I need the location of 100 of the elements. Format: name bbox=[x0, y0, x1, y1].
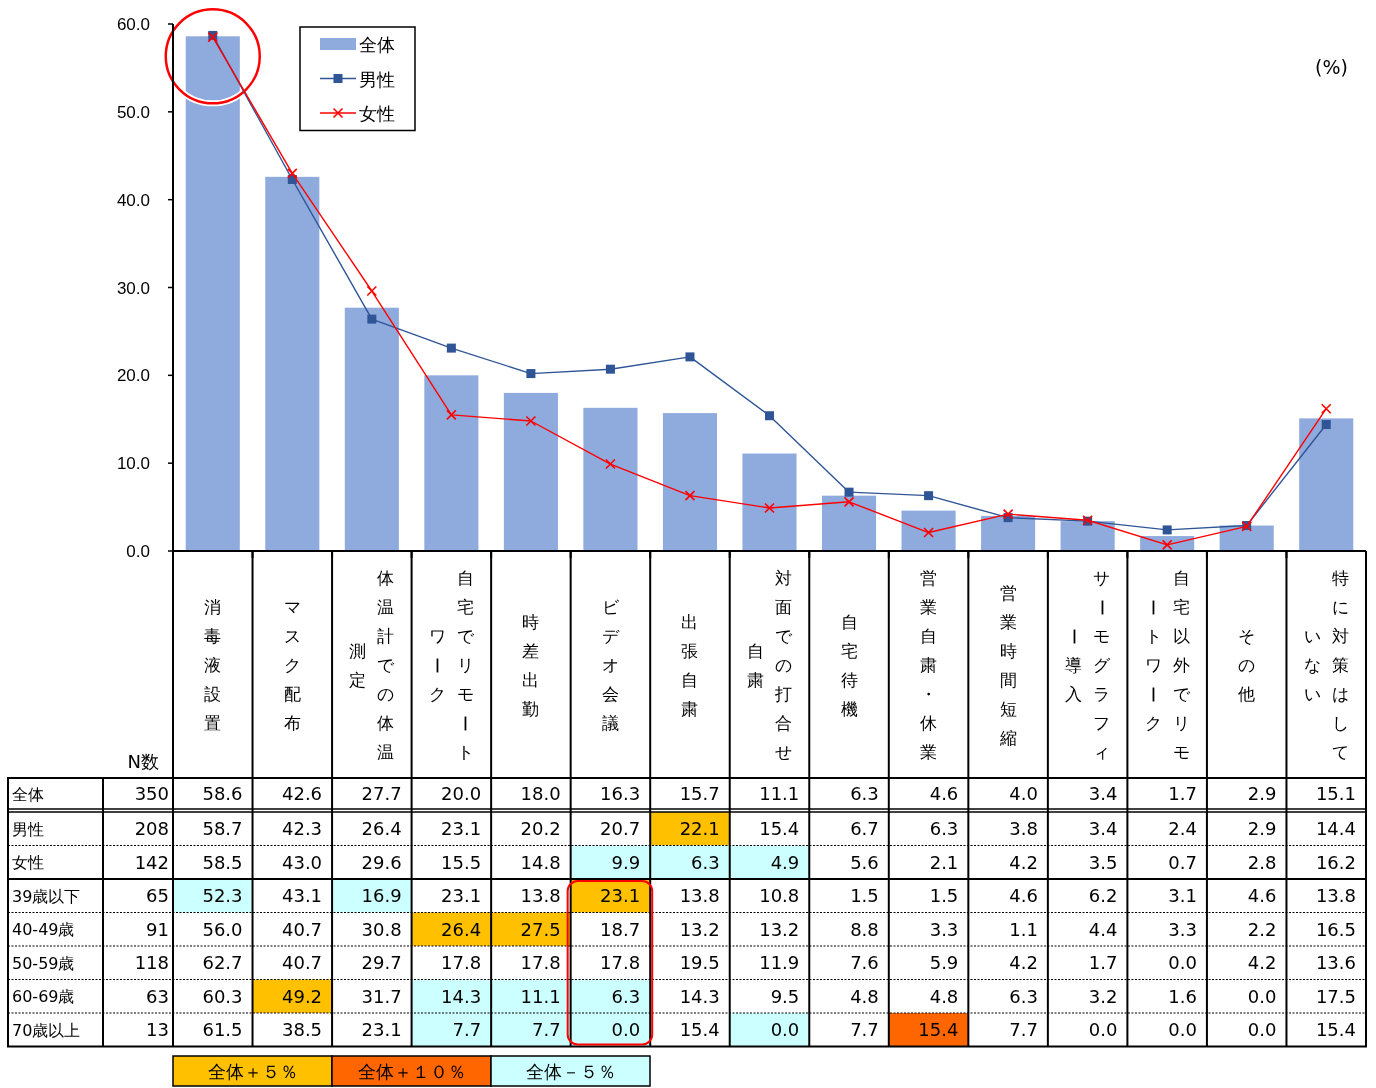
data-label: 14.8 bbox=[520, 851, 561, 873]
y-tick-label: 60-69歳 bbox=[12, 987, 75, 1007]
data-label: 18.0 bbox=[520, 783, 561, 804]
legend-label: 全体 bbox=[359, 34, 395, 55]
data-label: 3.4 bbox=[1088, 818, 1118, 840]
data-label: 8.8 bbox=[850, 918, 879, 940]
data-label: 20.2 bbox=[520, 818, 561, 840]
data-label: 40.7 bbox=[281, 918, 323, 940]
data-label: 0.7 bbox=[1168, 851, 1197, 873]
data-label: 27.5 bbox=[520, 918, 561, 940]
data-label: 14.3 bbox=[441, 985, 482, 1007]
data-label: 11.1 bbox=[520, 985, 561, 1007]
x-tick-label: 出張自粛 bbox=[681, 611, 699, 719]
x-tick-label: 自宅待機 bbox=[840, 611, 858, 719]
data-label: 26.4 bbox=[441, 918, 482, 940]
y-tick-label: 20.0 bbox=[116, 366, 150, 386]
y2-tick-label: 65 bbox=[146, 885, 169, 907]
data-label: 23.1 bbox=[361, 1019, 402, 1041]
data-label: 20.0 bbox=[441, 783, 482, 804]
data-label: 3.2 bbox=[1088, 985, 1118, 1007]
data-label: 1.5 bbox=[850, 885, 879, 907]
data-label: 4.4 bbox=[1088, 918, 1118, 940]
data-label: 4.2 bbox=[1247, 952, 1277, 974]
data-label: 7.7 bbox=[532, 1019, 561, 1041]
data-label: 42.3 bbox=[281, 818, 323, 840]
data-label: 0.0 bbox=[611, 1019, 641, 1041]
data-label: 6.3 bbox=[929, 818, 959, 840]
data-label: 43.1 bbox=[281, 885, 323, 907]
data-label: 4.8 bbox=[929, 985, 959, 1007]
data-label: 15.1 bbox=[1315, 783, 1356, 804]
data-label: 0.0 bbox=[1168, 1019, 1197, 1041]
data-label: 30.8 bbox=[361, 918, 402, 940]
data-label: 17.8 bbox=[600, 952, 641, 974]
data-label: 11.9 bbox=[759, 952, 800, 974]
data-label: 6.3 bbox=[611, 985, 641, 1007]
data-label: 49.2 bbox=[281, 985, 323, 1007]
data-label: 13.8 bbox=[1315, 885, 1356, 907]
data-label: 11.1 bbox=[759, 783, 800, 804]
data-label: 13.2 bbox=[759, 918, 800, 940]
data-label: 7.7 bbox=[850, 1019, 879, 1041]
data-label: 2.4 bbox=[1168, 818, 1197, 840]
data-label: 2.8 bbox=[1247, 851, 1277, 873]
data-label: 7.7 bbox=[452, 1019, 482, 1041]
legend-label: 女性 bbox=[359, 103, 395, 124]
data-label: 2.1 bbox=[929, 851, 959, 873]
data-label: 3.1 bbox=[1168, 885, 1197, 907]
data-label: 2.2 bbox=[1247, 918, 1277, 940]
text: 全体＋１０％ bbox=[357, 1061, 466, 1082]
data-label: 58.5 bbox=[202, 851, 243, 873]
data-label: 15.4 bbox=[759, 818, 800, 840]
y-tick-label: 39歳以下 bbox=[12, 886, 81, 906]
data-label: 0.0 bbox=[1168, 952, 1197, 974]
data-label: 26.4 bbox=[361, 818, 402, 840]
data-label: 6.3 bbox=[850, 783, 879, 804]
data-label: 16.5 bbox=[1315, 918, 1356, 940]
data-label: 0.0 bbox=[770, 1019, 800, 1041]
y2-tick-label: 208 bbox=[134, 818, 169, 840]
data-label: 13.2 bbox=[679, 918, 720, 940]
data-label: 15.4 bbox=[679, 1019, 720, 1041]
x-tick-label: 時差出勤 bbox=[522, 611, 540, 719]
x-tick-label: 体温計での体温測定 bbox=[349, 568, 396, 763]
data-label: 2.9 bbox=[1247, 818, 1277, 840]
data-label: 40.7 bbox=[281, 952, 323, 974]
data-label: 4.0 bbox=[1009, 783, 1038, 804]
data-label: 4.8 bbox=[850, 985, 879, 1007]
y2-tick-label: 350 bbox=[134, 783, 169, 804]
y-tick-label: 男性 bbox=[12, 819, 44, 839]
text: 全体－５％ bbox=[525, 1061, 616, 1082]
x-tick-label: マスク配布 bbox=[283, 597, 301, 734]
data-label: 16.3 bbox=[600, 783, 641, 804]
data-label: 43.0 bbox=[281, 851, 323, 873]
y-tick-label: 女性 bbox=[12, 853, 44, 873]
data-label: 3.4 bbox=[1088, 783, 1118, 804]
data-label: 17.8 bbox=[520, 952, 561, 974]
x-tick-label: その他 bbox=[1238, 626, 1256, 705]
data-label: 10.8 bbox=[759, 885, 800, 907]
y-tick-label: 50.0 bbox=[116, 102, 150, 122]
y2-axis-title: N数 bbox=[127, 751, 159, 772]
data-label: 29.7 bbox=[361, 952, 402, 974]
data-label: 27.7 bbox=[361, 783, 402, 804]
data-label: 58.6 bbox=[202, 783, 243, 804]
data-label: 13.6 bbox=[1315, 952, 1356, 974]
y-tick-label: 40.0 bbox=[116, 190, 150, 210]
data-label: 4.9 bbox=[770, 851, 800, 873]
data-label: 23.1 bbox=[441, 818, 482, 840]
data-label: 56.0 bbox=[202, 918, 243, 940]
annotation: (%) bbox=[1315, 56, 1348, 78]
y2-tick-label: 63 bbox=[146, 985, 169, 1007]
x-tick-label: ビデオ会議 bbox=[601, 597, 620, 734]
data-label: 29.6 bbox=[361, 851, 402, 873]
data-label: 62.7 bbox=[202, 952, 243, 974]
data-label: 6.3 bbox=[691, 851, 720, 873]
data-label: 52.3 bbox=[202, 885, 243, 907]
data-label: 58.7 bbox=[202, 818, 243, 840]
data-label: 2.9 bbox=[1247, 783, 1277, 804]
data-label: 6.3 bbox=[1009, 985, 1038, 1007]
data-label: 16.2 bbox=[1315, 851, 1356, 873]
y-tick-label: 0.0 bbox=[126, 542, 150, 561]
data-label: 61.5 bbox=[202, 1019, 243, 1041]
data-label: 15.7 bbox=[679, 783, 720, 804]
